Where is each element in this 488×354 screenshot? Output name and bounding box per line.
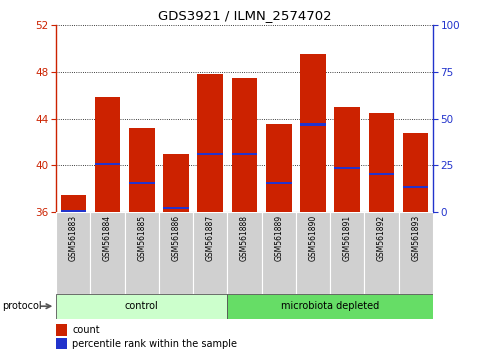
Text: percentile rank within the sample: percentile rank within the sample xyxy=(72,338,237,348)
Text: GDS3921 / ILMN_2574702: GDS3921 / ILMN_2574702 xyxy=(157,9,331,22)
Text: GSM561886: GSM561886 xyxy=(171,215,180,261)
Bar xyxy=(300,54,325,212)
Text: count: count xyxy=(72,325,100,335)
Text: GSM561889: GSM561889 xyxy=(274,215,283,261)
Bar xyxy=(227,294,432,319)
Bar xyxy=(329,212,364,294)
Bar xyxy=(197,74,223,212)
Text: GSM561885: GSM561885 xyxy=(137,215,146,261)
Text: GSM561892: GSM561892 xyxy=(376,215,385,261)
Text: GSM561890: GSM561890 xyxy=(308,215,317,261)
Bar xyxy=(56,338,67,349)
Bar xyxy=(368,113,393,212)
Bar xyxy=(261,212,295,294)
Bar xyxy=(227,212,261,294)
Bar xyxy=(231,78,257,212)
Bar xyxy=(56,324,67,336)
Text: GSM561891: GSM561891 xyxy=(342,215,351,261)
Bar xyxy=(56,294,227,319)
Bar xyxy=(265,182,291,184)
Text: GSM561887: GSM561887 xyxy=(205,215,214,261)
Text: GSM561888: GSM561888 xyxy=(240,215,248,261)
Bar xyxy=(95,97,120,212)
Text: microbiota depleted: microbiota depleted xyxy=(281,301,378,311)
Text: GSM561893: GSM561893 xyxy=(410,215,419,261)
Bar xyxy=(402,185,427,188)
Bar xyxy=(300,124,325,126)
Bar xyxy=(295,212,329,294)
Bar xyxy=(163,207,188,209)
Text: control: control xyxy=(124,301,159,311)
Bar xyxy=(402,133,427,212)
Bar xyxy=(129,128,154,212)
Bar xyxy=(95,163,120,165)
Bar xyxy=(265,125,291,212)
Bar xyxy=(398,212,432,294)
Text: GSM561884: GSM561884 xyxy=(103,215,112,261)
Bar xyxy=(61,210,86,212)
Bar xyxy=(231,153,257,155)
Bar xyxy=(90,212,124,294)
Bar xyxy=(193,212,227,294)
Bar xyxy=(364,212,398,294)
Bar xyxy=(334,107,359,212)
Bar xyxy=(368,173,393,175)
Text: protocol: protocol xyxy=(2,301,42,311)
Bar xyxy=(159,212,193,294)
Text: GSM561883: GSM561883 xyxy=(69,215,78,261)
Bar xyxy=(334,167,359,169)
Bar xyxy=(129,182,154,184)
Bar xyxy=(124,212,159,294)
Bar xyxy=(56,212,90,294)
Bar xyxy=(197,153,223,155)
Bar xyxy=(163,154,188,212)
Bar xyxy=(61,195,86,212)
